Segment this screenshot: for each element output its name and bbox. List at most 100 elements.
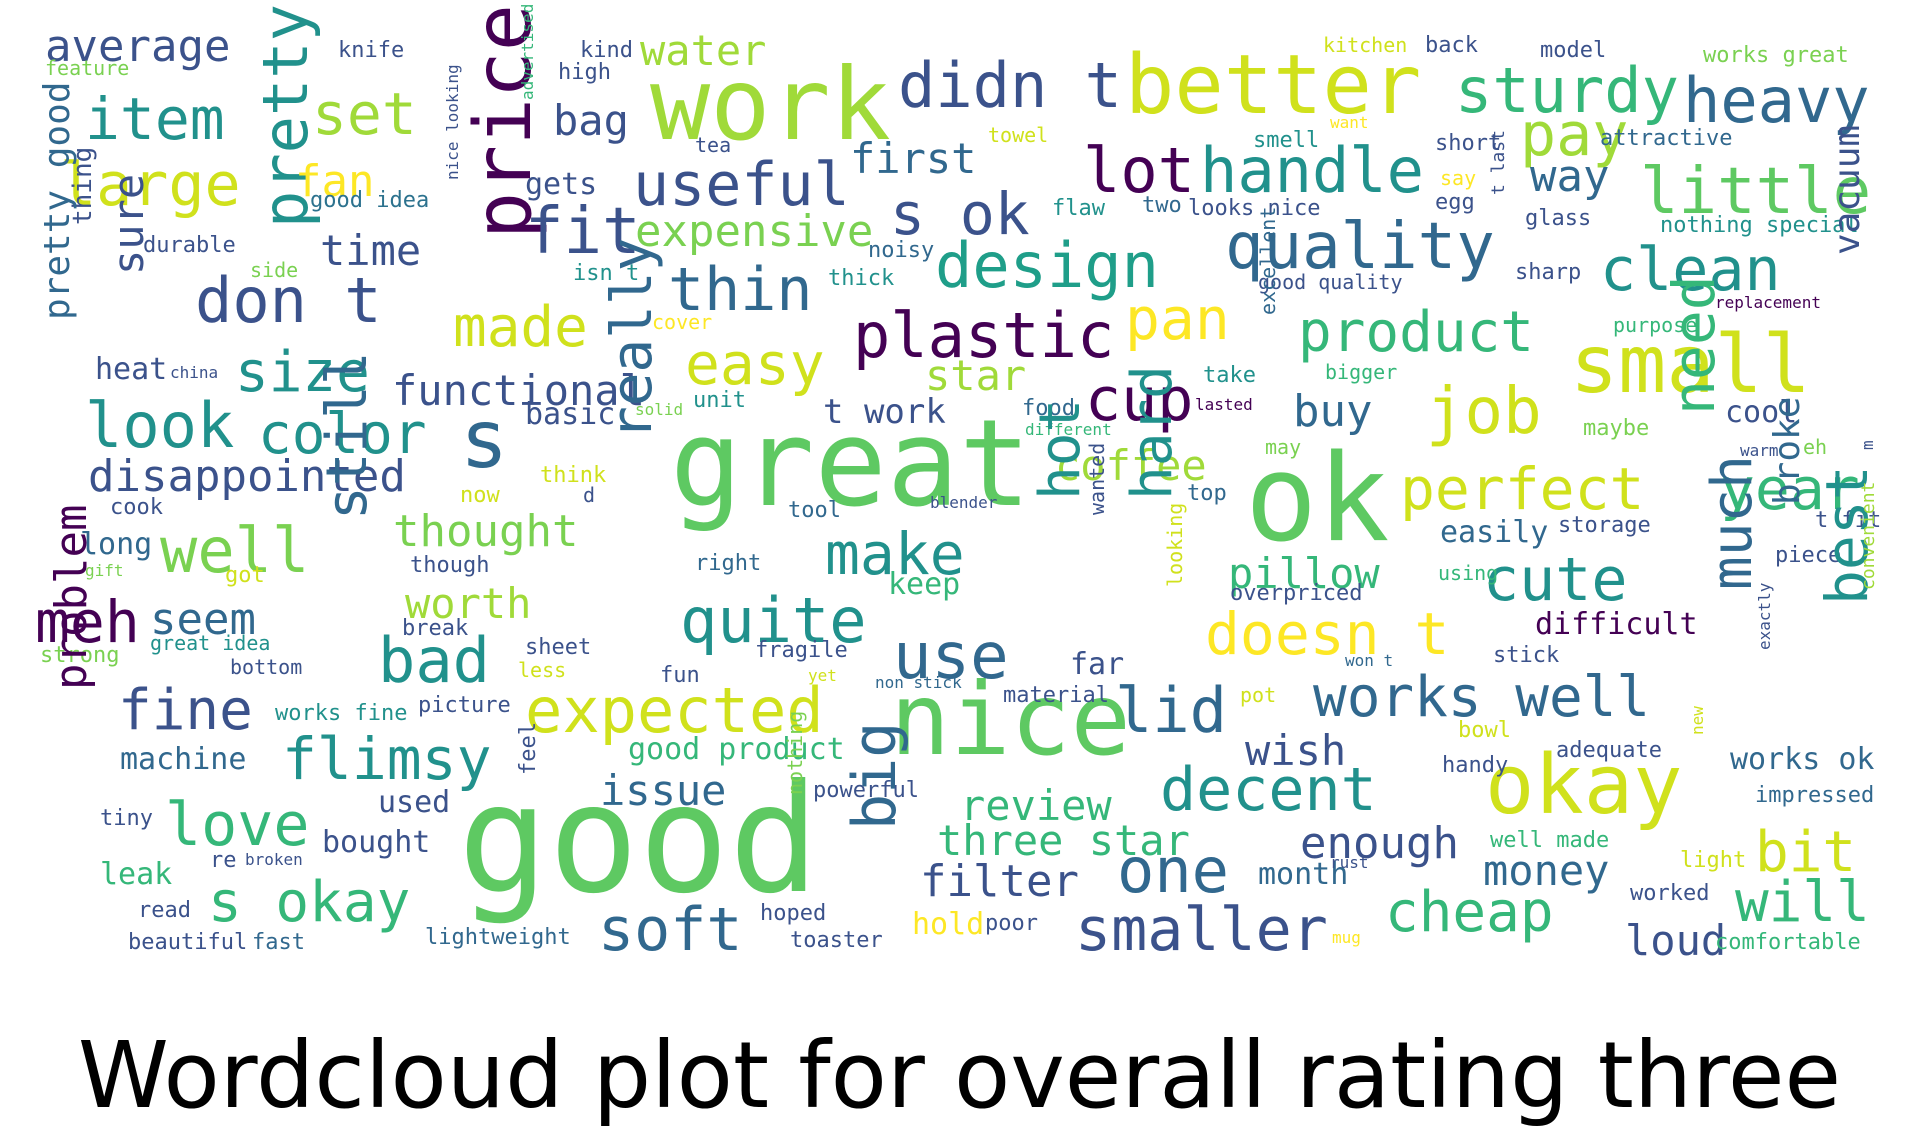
word-picture: picture — [418, 693, 511, 718]
word-review: review — [960, 781, 1112, 830]
word-china: china — [170, 363, 219, 382]
word-overpriced: overpriced — [1230, 581, 1363, 606]
word-first: first — [850, 134, 977, 183]
word-bowl: bowl — [1458, 718, 1511, 743]
word-don-t: don t — [195, 264, 382, 337]
word-towel: towel — [988, 123, 1049, 147]
word-cheap: cheap — [1385, 880, 1554, 945]
word-make: make — [825, 520, 965, 588]
word-hoped: hoped — [760, 901, 827, 926]
word-poor: poor — [985, 911, 1038, 936]
word-high: high — [558, 60, 611, 85]
word-sturdy: sturdy — [1455, 54, 1679, 127]
word-keep: keep — [888, 567, 961, 602]
word-good-quality: good quality — [1258, 270, 1403, 294]
word-buy: buy — [1293, 386, 1373, 437]
word-d: d — [583, 483, 596, 507]
word-mug: mug — [1332, 928, 1361, 947]
word-bought: bought — [322, 825, 431, 860]
word-wish: wish — [1245, 726, 1347, 775]
word-hold: hold — [912, 907, 985, 942]
word-really: really — [600, 237, 665, 440]
word-cover: cover — [652, 310, 713, 334]
word-lid: lid — [1115, 674, 1227, 747]
word-looking: looking — [1163, 502, 1187, 587]
word-purpose: purpose — [1613, 313, 1698, 337]
word-feature: feature — [45, 56, 130, 80]
word-using: using — [1438, 561, 1499, 585]
word-month: month — [1258, 857, 1349, 892]
word-year: year — [1720, 455, 1860, 523]
word-want: want — [1330, 113, 1369, 132]
word-okay: okay — [1485, 738, 1683, 833]
word-tiny: tiny — [100, 806, 153, 831]
word-sharp: sharp — [1515, 260, 1582, 285]
word-now: now — [460, 483, 500, 508]
word-need: need — [1660, 275, 1728, 415]
word-unit: unit — [693, 388, 746, 413]
word-exactly: exactly — [1755, 582, 1774, 650]
word-break: break — [402, 616, 469, 641]
word-fit: fit — [525, 195, 641, 269]
word-gift: gift — [85, 561, 124, 580]
word-model: model — [1540, 38, 1607, 63]
word-work: work — [650, 46, 891, 163]
word-still: still — [315, 351, 380, 520]
word-worked: worked — [1630, 881, 1710, 906]
word-isn-t: isn t — [573, 261, 640, 286]
word-two: two — [1142, 193, 1182, 218]
word-kind: kind — [580, 38, 633, 63]
word-look: look — [85, 389, 235, 462]
word-noisy: noisy — [868, 238, 935, 263]
word-issue: issue — [600, 766, 727, 815]
word-pan: pan — [1125, 285, 1230, 353]
word-handle: handle — [1200, 134, 1424, 207]
word-product: product — [1298, 300, 1535, 365]
word-broken: broken — [245, 850, 303, 869]
word-will: will — [1735, 870, 1870, 935]
word-light: light — [1680, 848, 1747, 873]
word-gets: gets — [525, 167, 598, 202]
word-star: star — [925, 351, 1027, 400]
word-works-great: works great — [1703, 43, 1849, 68]
wordcloud: good great ok nice work better okay price small s… — [35, 4, 1881, 965]
word-clean: clean — [1600, 235, 1781, 305]
word-tea: tea — [695, 133, 732, 157]
word-less: less — [518, 658, 567, 682]
word-s: s — [460, 393, 509, 486]
word-different: different — [1025, 420, 1112, 439]
word-nothing-special: nothing special — [1660, 213, 1859, 238]
word-good-idea: good idea — [310, 188, 430, 213]
word-bigger: bigger — [1325, 360, 1398, 384]
word-loud: loud — [1625, 916, 1727, 965]
word-piece: piece — [1775, 543, 1842, 568]
word-beautiful: beautiful — [128, 930, 248, 955]
word-sure: sure — [104, 173, 153, 275]
word-difficult: difficult — [1535, 607, 1698, 642]
word-kitchen: kitchen — [1323, 33, 1408, 57]
word-works-well: works well — [1313, 665, 1651, 730]
word-small: small — [1570, 318, 1811, 411]
word-long: long — [80, 527, 153, 562]
word-powerful: powerful — [813, 778, 919, 803]
word-bad: bad — [378, 624, 490, 697]
word-hot: hot — [1028, 398, 1093, 500]
word-side: side — [250, 258, 299, 282]
word-expensive: expensive — [635, 206, 874, 257]
word-thin: thin — [668, 255, 813, 325]
word-smaller: smaller — [1075, 895, 1328, 965]
word-well: well — [160, 514, 310, 587]
word-functional: functional — [392, 366, 645, 415]
word-fragile: fragile — [755, 638, 848, 663]
word-easy: easy — [685, 330, 825, 398]
word-though: though — [410, 553, 490, 578]
word-right: right — [695, 551, 762, 576]
word-better: better — [1125, 38, 1422, 133]
word-cook: cook — [110, 495, 163, 520]
word-cool: cool — [1725, 395, 1798, 430]
word-doesn-t: doesn t — [1205, 600, 1450, 668]
word-lot: lot — [1083, 134, 1195, 207]
word-strong: strong — [40, 643, 120, 668]
word-nice-looking: nice looking — [443, 64, 462, 180]
word-heat: heat — [95, 352, 168, 387]
